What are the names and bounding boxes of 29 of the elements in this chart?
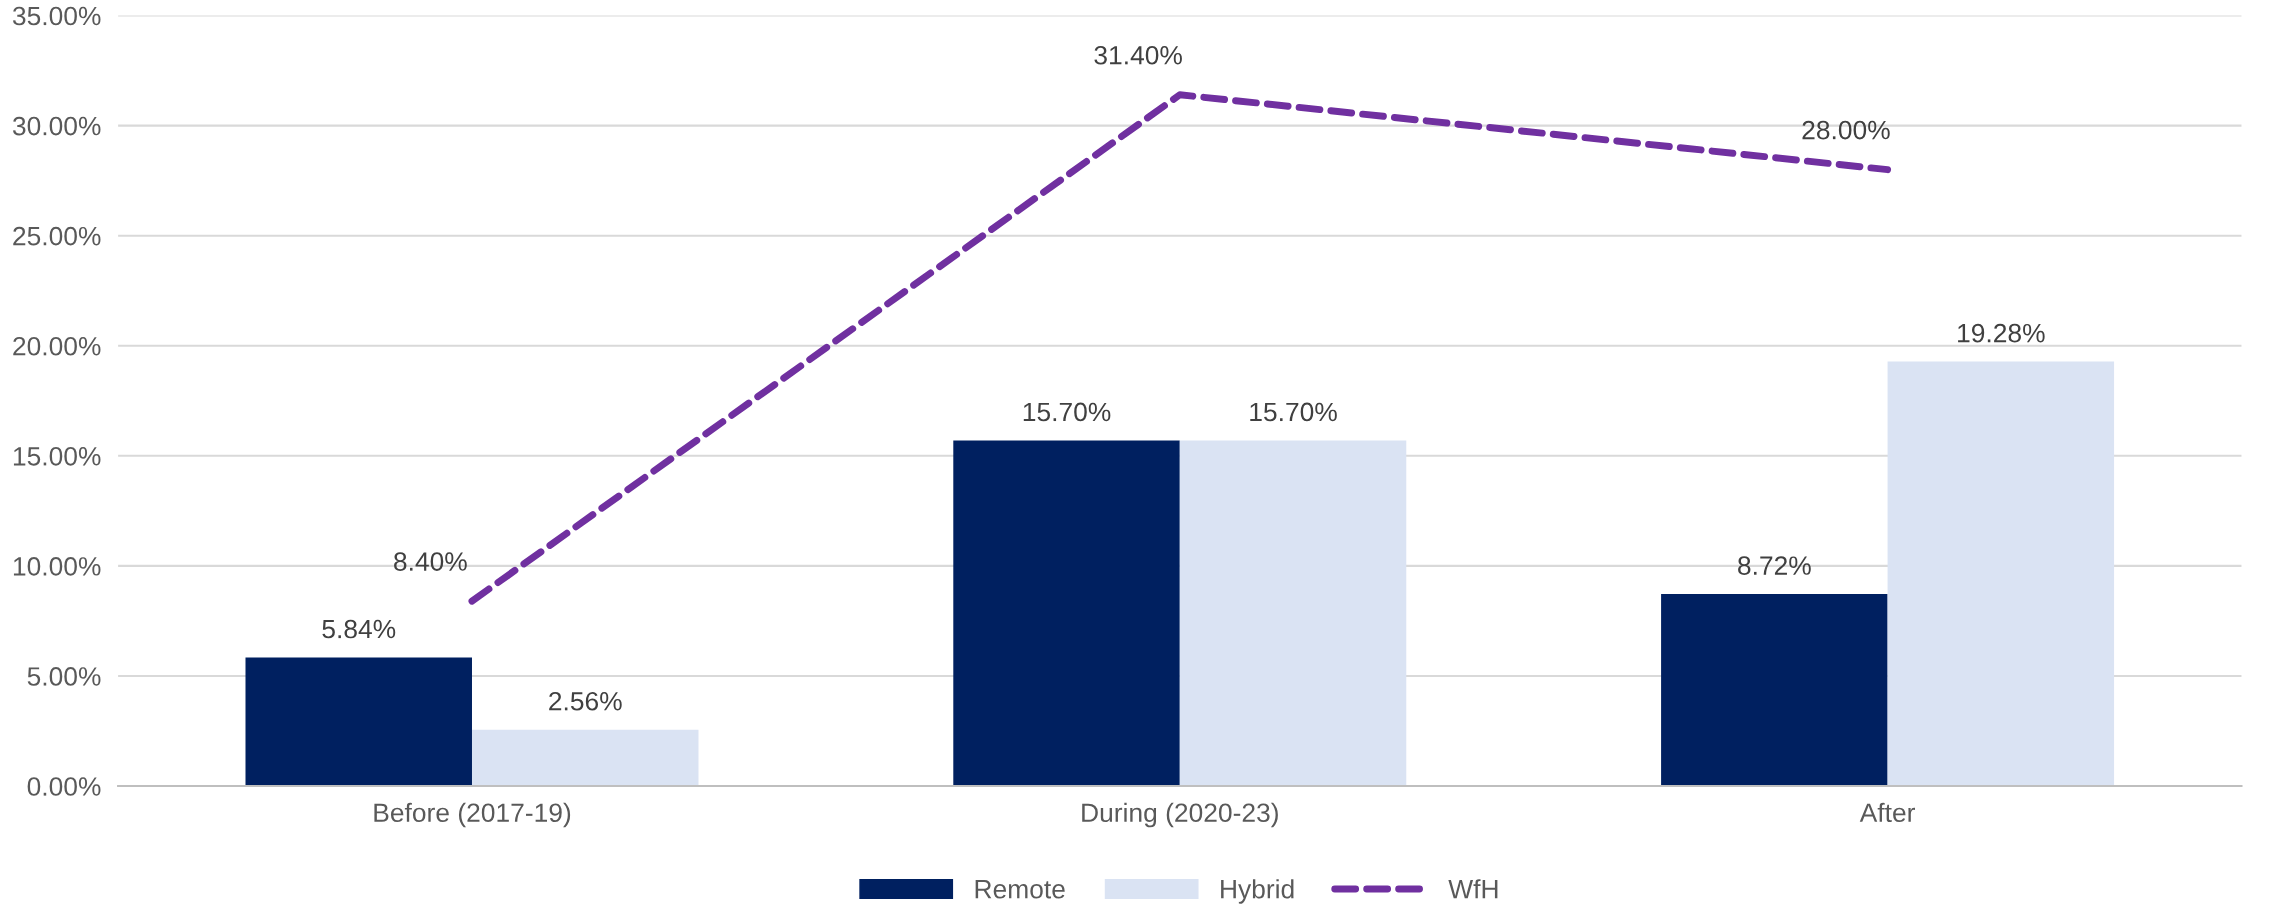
x-tick-label: During (2020-23) [1082, 802, 1278, 828]
data-label: 2.56% [549, 691, 622, 711]
data-label: 19.28% [1958, 323, 2045, 343]
data-label: 15.70% [1250, 402, 1337, 422]
y-tick-label: 10.00% [13, 557, 101, 576]
legend-label: Remote [975, 880, 1065, 899]
y-tick-label: 20.00% [13, 336, 101, 356]
data-label: 31.40% [1094, 45, 1182, 65]
bar [471, 729, 699, 787]
bar [1887, 361, 2115, 787]
bar [1179, 440, 1407, 787]
y-tick-label: 35.00% [12, 6, 101, 26]
x-tick-label: Before (2017-19) [374, 802, 571, 828]
y-tick-label: 0.00% [27, 777, 101, 796]
data-label: 5.84% [322, 619, 396, 639]
data-label: 8.40% [394, 552, 467, 571]
data-label: 8.72% [1738, 556, 1811, 575]
bar [1661, 594, 1888, 787]
data-label: 28.00% [1802, 120, 1890, 140]
x-tick-label: After [1859, 802, 1916, 823]
bar [245, 657, 472, 787]
data-label: 15.70% [1023, 402, 1111, 422]
y-tick-label: 25.00% [13, 226, 101, 246]
y-tick-label: 15.00% [13, 446, 101, 466]
legend-label: WfH [1448, 879, 1498, 899]
bar [953, 440, 1180, 787]
y-tick-label: 5.00% [27, 667, 101, 686]
legend-label: Hybrid [1221, 879, 1294, 904]
y-tick-label: 30.00% [12, 116, 101, 136]
